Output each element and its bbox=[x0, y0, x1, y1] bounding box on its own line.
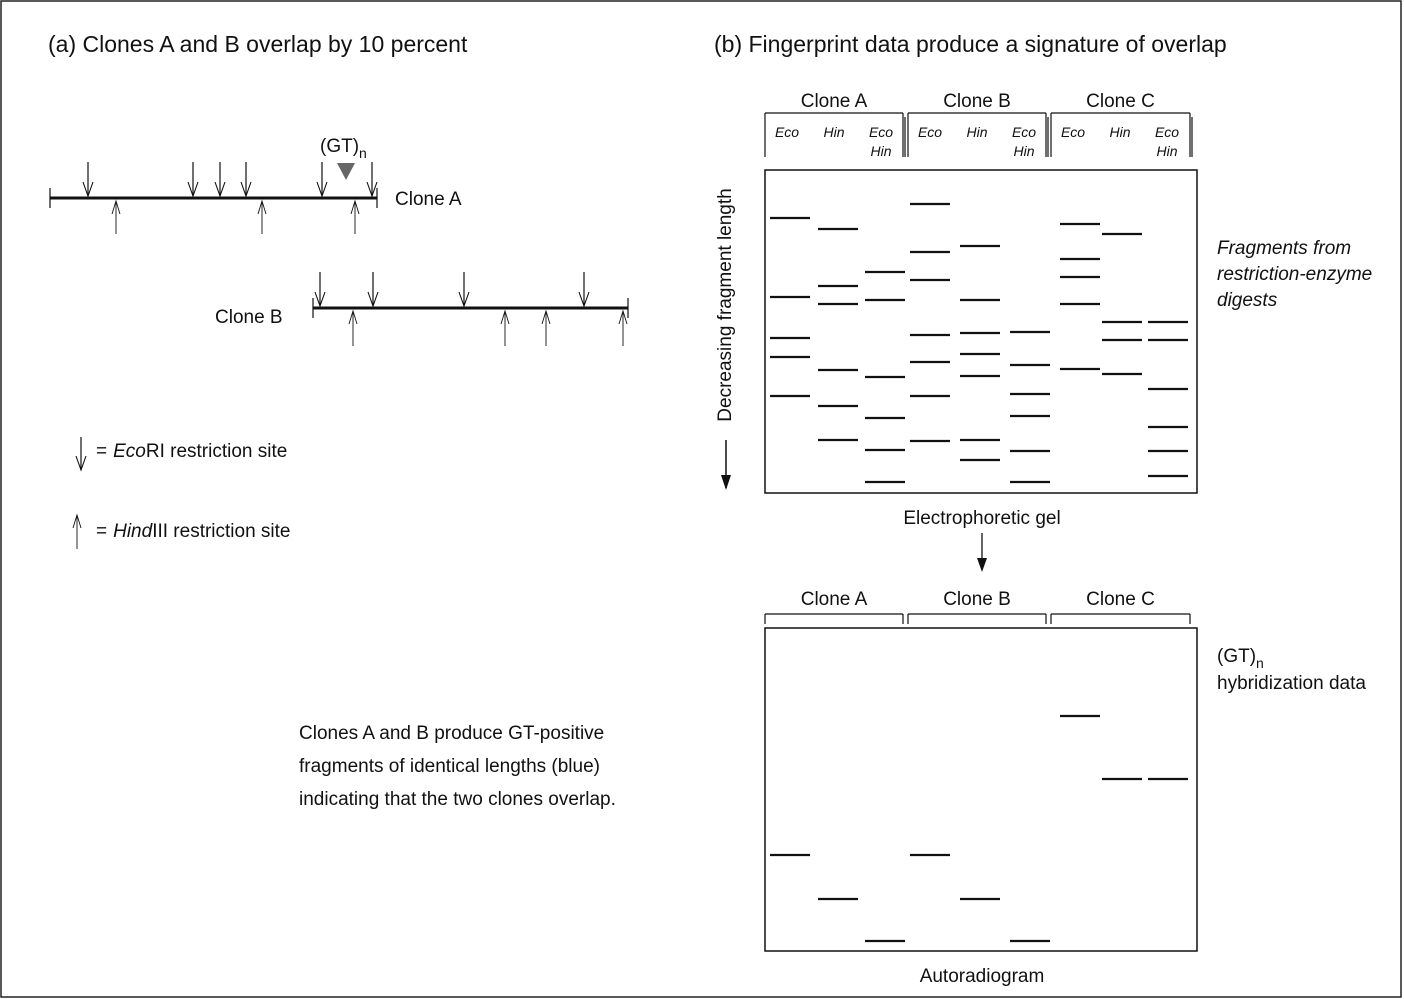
note-line: indicating that the two clones overlap. bbox=[299, 789, 616, 810]
lane-label: Hin bbox=[1013, 143, 1034, 159]
lane-label: Eco bbox=[775, 124, 799, 140]
side-note: Fragments from bbox=[1217, 238, 1351, 259]
legend-symbol: = bbox=[96, 521, 107, 542]
clone-header: Clone B bbox=[943, 91, 1011, 112]
clone-header: Clone A bbox=[801, 589, 868, 610]
clone-header: Clone B bbox=[943, 589, 1011, 610]
lane-label: Eco bbox=[1061, 124, 1085, 140]
lane-label: Hin bbox=[870, 143, 891, 159]
note-line: fragments of identical lengths (blue) bbox=[299, 756, 600, 777]
lane-label: Hin bbox=[1109, 124, 1130, 140]
clone-header: Clone C bbox=[1086, 91, 1155, 112]
hyb-text: (GT) bbox=[1217, 646, 1256, 667]
y-axis-arrowhead bbox=[721, 475, 731, 490]
clone-header: Clone A bbox=[801, 91, 868, 112]
panel-a-title: (a) Clones A and B overlap by 10 percent bbox=[48, 31, 468, 57]
gt-subscript: n bbox=[359, 145, 367, 161]
clone-label: Clone A bbox=[395, 189, 462, 210]
gel-caption: Electrophoretic gel bbox=[903, 508, 1060, 529]
autoradiogram-box bbox=[765, 628, 1197, 951]
lane-label: Eco bbox=[1155, 124, 1179, 140]
y-axis-label: Decreasing fragment length bbox=[715, 188, 736, 421]
legend-symbol: = bbox=[96, 441, 107, 462]
legend-italic: Eco bbox=[113, 441, 146, 462]
hyb-note: hybridization data bbox=[1217, 673, 1366, 694]
note-line: Clones A and B produce GT-positive bbox=[299, 723, 604, 744]
legend-entry: = HindIII restriction site bbox=[96, 521, 291, 542]
clone-header: Clone C bbox=[1086, 589, 1155, 610]
gt-label: (GT)n bbox=[320, 136, 367, 161]
side-note: restriction-enzyme bbox=[1217, 264, 1372, 285]
gel-box bbox=[765, 170, 1197, 493]
hyb-label: (GT)n bbox=[1217, 646, 1264, 671]
hyb-subscript: n bbox=[1256, 655, 1264, 671]
lane-label: Hin bbox=[1156, 143, 1177, 159]
flow-arrow-head bbox=[977, 558, 987, 572]
lane-label: Eco bbox=[918, 124, 942, 140]
gt-text: (GT) bbox=[320, 136, 359, 157]
lane-label: Hin bbox=[823, 124, 844, 140]
legend-rest: III restriction site bbox=[152, 521, 290, 542]
lane-label: Hin bbox=[966, 124, 987, 140]
lane-label: Eco bbox=[869, 124, 893, 140]
clone-label: Clone B bbox=[215, 307, 283, 328]
side-note: digests bbox=[1217, 290, 1278, 311]
lane-label: Eco bbox=[1012, 124, 1036, 140]
legend-rest: RI restriction site bbox=[146, 441, 287, 462]
diagram: (a) Clones A and B overlap by 10 percent… bbox=[0, 0, 1404, 999]
legend-entry: = EcoRI restriction site bbox=[96, 441, 287, 462]
frame bbox=[1, 1, 1401, 997]
gt-marker bbox=[337, 163, 355, 180]
panel-b-title: (b) Fingerprint data produce a signature… bbox=[714, 31, 1227, 57]
legend-italic: Hind bbox=[113, 521, 154, 542]
autoradiogram-caption: Autoradiogram bbox=[920, 966, 1045, 987]
